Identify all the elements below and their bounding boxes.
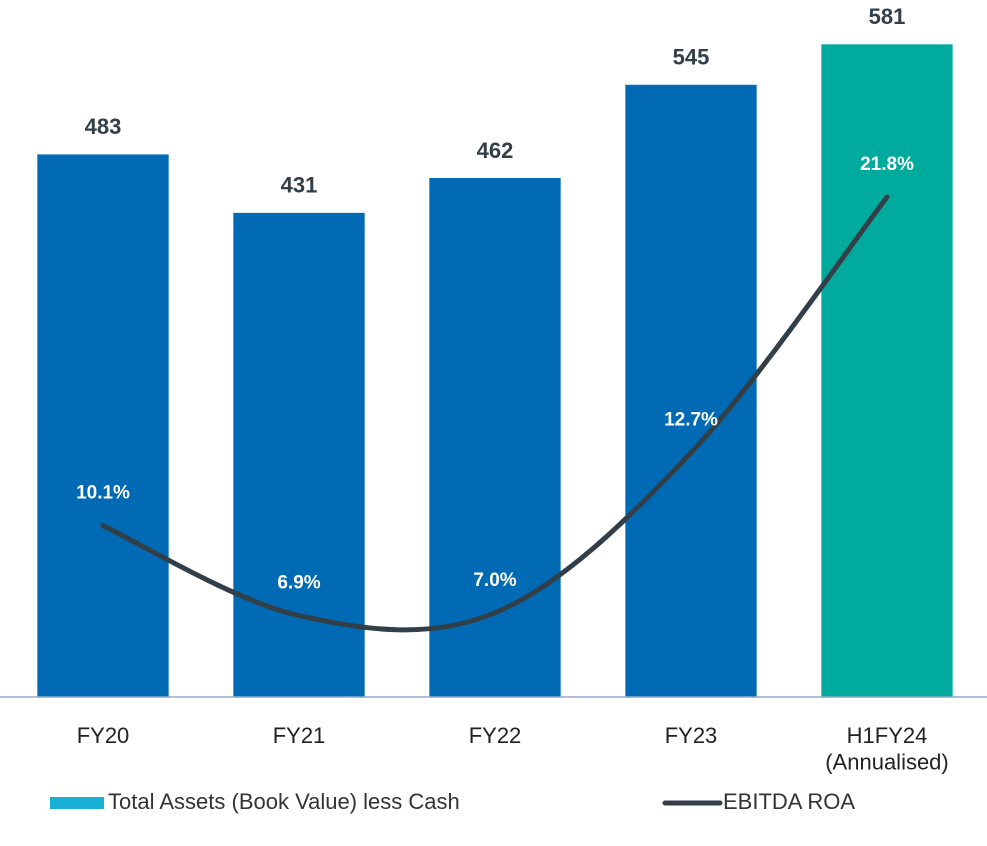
x-tick-label: FY22	[469, 723, 522, 748]
bar-label: 431	[281, 173, 318, 198]
x-tick-label: H1FY24 (Annualised)	[825, 723, 949, 774]
line-label: 21.8%	[860, 154, 914, 175]
legend-label: Total Assets (Book Value) less Cash	[108, 789, 460, 814]
x-tick-label: FY21	[273, 723, 326, 748]
bar-label: 462	[477, 138, 514, 163]
line-label: 7.0%	[473, 570, 516, 591]
bar-label: 483	[85, 114, 122, 139]
line-label: 6.9%	[277, 573, 320, 594]
bar-label: 545	[673, 45, 710, 70]
line-label: 12.7%	[664, 410, 718, 431]
bar	[429, 178, 561, 697]
bar	[625, 84, 757, 698]
x-tick-label: FY23	[665, 723, 718, 748]
x-tick-label: FY20	[77, 723, 130, 748]
bar	[37, 154, 169, 697]
legend-swatch	[50, 797, 104, 809]
bar-label: 581	[869, 4, 906, 29]
bar	[821, 44, 953, 698]
line	[100, 194, 890, 633]
legend-label: EBITDA ROA	[723, 789, 855, 814]
line-label: 10.1%	[76, 483, 130, 504]
